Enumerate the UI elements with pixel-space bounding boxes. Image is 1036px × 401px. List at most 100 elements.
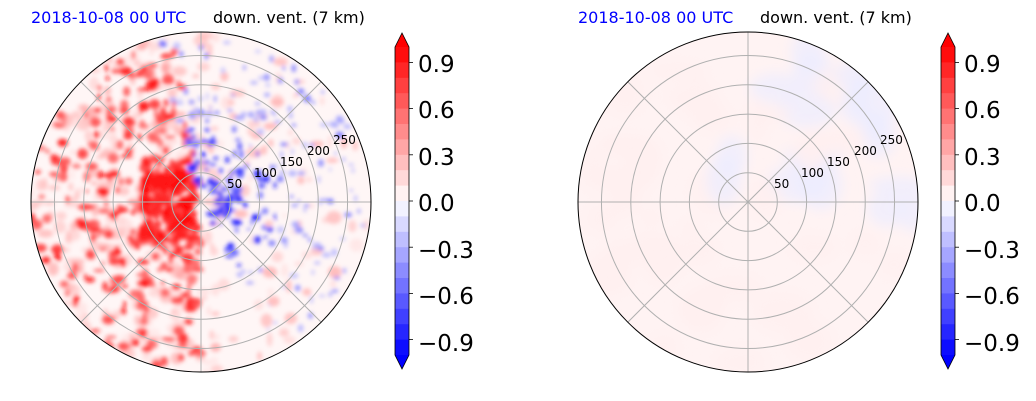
field-blob bbox=[287, 129, 294, 136]
field-blob-neg bbox=[218, 167, 224, 174]
colorbar-tick-label: 0.0 bbox=[964, 191, 1001, 217]
field-blob-neg bbox=[224, 206, 233, 214]
field-blob-neg bbox=[225, 255, 234, 258]
colorbar-tick-label: −0.9 bbox=[418, 331, 474, 357]
colorbar-step bbox=[395, 262, 409, 279]
field-blob-strong bbox=[171, 296, 184, 305]
field-blob-neg bbox=[318, 294, 326, 297]
field-blob bbox=[349, 238, 364, 252]
polar-grid-1 bbox=[31, 32, 371, 372]
field-blob bbox=[292, 137, 301, 145]
field-blob-strong bbox=[154, 215, 159, 221]
field-blob bbox=[267, 296, 280, 307]
field-blob-neg bbox=[303, 204, 310, 208]
field-blob-neg bbox=[267, 327, 270, 331]
field-blob bbox=[161, 63, 169, 74]
field-blob-neg bbox=[257, 177, 264, 182]
colorbar-step bbox=[395, 231, 409, 248]
field-blob-neg bbox=[311, 269, 315, 275]
field-blob-neg bbox=[193, 177, 196, 183]
field-blob-strong bbox=[122, 116, 136, 128]
field-blob-neg bbox=[209, 105, 212, 110]
colorbar-tick-label: 0.9 bbox=[964, 52, 1001, 78]
field-blob-neg bbox=[291, 221, 300, 228]
field-blob-neg bbox=[245, 113, 254, 116]
field-blob-strong bbox=[184, 154, 194, 160]
field-core bbox=[169, 221, 174, 231]
field-blob-neg bbox=[233, 185, 243, 194]
field-blob-strong bbox=[132, 73, 141, 78]
field-blob-strong bbox=[72, 262, 77, 269]
radial-tick-label: 50 bbox=[227, 177, 242, 191]
field-blob-neg bbox=[311, 100, 316, 105]
field-blob-neg bbox=[241, 112, 244, 121]
field-blob-strong bbox=[183, 303, 188, 309]
field-blob-strong bbox=[115, 186, 120, 195]
field-haze-patch bbox=[791, 32, 825, 73]
field-blob bbox=[202, 359, 213, 366]
field-blob-strong bbox=[57, 138, 68, 147]
field-haze-patch bbox=[678, 218, 700, 236]
field-blob-neg bbox=[257, 76, 265, 80]
field-blob-neg bbox=[327, 198, 334, 204]
field-blob bbox=[210, 357, 219, 364]
field-blob-strong bbox=[71, 164, 82, 168]
field-blob-neg bbox=[193, 107, 200, 115]
field-haze-patch bbox=[813, 125, 870, 155]
field-blob-neg bbox=[328, 121, 338, 127]
field-blob bbox=[211, 33, 221, 43]
field-blob-strong bbox=[185, 244, 192, 249]
field-blob bbox=[203, 230, 213, 245]
field-core bbox=[181, 214, 192, 224]
field-blob-neg bbox=[212, 201, 222, 206]
field-blob bbox=[348, 220, 357, 233]
field-blob-strong bbox=[160, 53, 173, 60]
field-blob-strong bbox=[131, 50, 136, 60]
field-blob-strong bbox=[105, 335, 117, 339]
field-blob bbox=[69, 258, 85, 265]
field-blob-neg bbox=[297, 324, 304, 333]
field-blob-neg bbox=[341, 157, 346, 162]
field-blob-strong bbox=[87, 249, 92, 257]
panel1-title-date: 2018-10-08 00 UTC bbox=[31, 8, 187, 27]
field-blob-neg bbox=[259, 114, 267, 121]
field-blob-strong bbox=[183, 262, 195, 266]
field-blob-neg bbox=[294, 228, 299, 233]
field-blob-strong bbox=[108, 252, 118, 262]
field-blob bbox=[70, 150, 76, 155]
field-blob-neg bbox=[251, 214, 261, 221]
field-blob-strong bbox=[114, 245, 120, 255]
field-blob-strong bbox=[181, 159, 188, 165]
field-blob-strong bbox=[89, 116, 101, 128]
field-blob-neg bbox=[236, 263, 242, 268]
field-blob-strong bbox=[182, 264, 193, 274]
colorbar-step bbox=[395, 278, 409, 294]
colorbar-step bbox=[395, 293, 409, 310]
field-core bbox=[180, 204, 195, 212]
azimuth-line bbox=[200, 81, 322, 203]
field-blob-neg bbox=[268, 240, 276, 247]
field-blob-strong bbox=[51, 244, 64, 254]
colorbar-step bbox=[395, 93, 409, 109]
field-blob-strong bbox=[126, 235, 134, 241]
colorbar-extend-max bbox=[395, 33, 409, 47]
field-blob-strong bbox=[183, 318, 193, 325]
field-blob bbox=[62, 126, 71, 133]
field-blob-neg bbox=[253, 235, 261, 244]
field-blob-neg bbox=[335, 131, 344, 139]
field-blob-neg bbox=[235, 171, 245, 179]
field-blob-neg bbox=[234, 219, 242, 226]
field-blob-strong bbox=[103, 229, 115, 239]
field-blob-neg bbox=[185, 137, 192, 140]
field-haze-patch bbox=[603, 71, 647, 116]
field-blob-neg bbox=[344, 212, 352, 217]
field-blob-strong bbox=[59, 164, 69, 173]
field-blob-strong bbox=[60, 157, 71, 166]
colorbar-step bbox=[941, 308, 955, 325]
field-blob-strong bbox=[116, 140, 124, 150]
field-blob bbox=[135, 44, 147, 51]
field-core bbox=[173, 170, 180, 175]
colorbar-step bbox=[941, 247, 955, 263]
field-blob bbox=[90, 181, 98, 186]
field-core bbox=[149, 177, 161, 190]
